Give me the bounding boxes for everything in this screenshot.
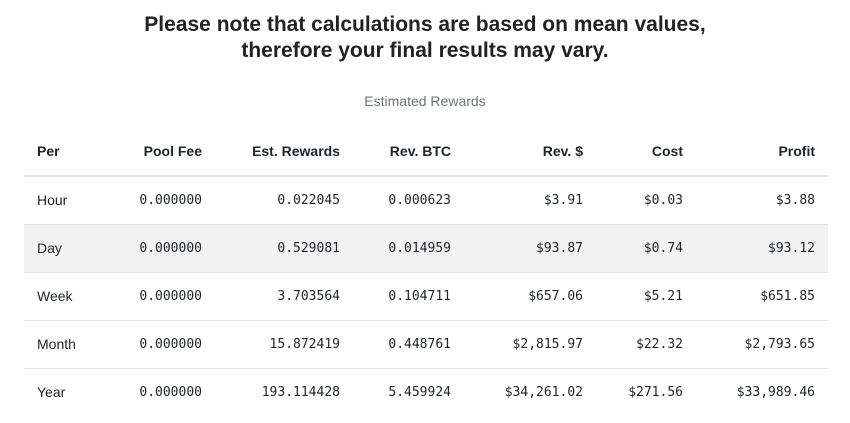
disclaimer-line-2: therefore your final results may vary. bbox=[241, 39, 609, 62]
cell-cost: $271.56 bbox=[596, 367, 696, 416]
cell-cost: $5.21 bbox=[596, 271, 696, 320]
header-est-rewards: Est. Rewards bbox=[215, 126, 353, 177]
cell-per: Hour bbox=[24, 175, 110, 224]
cell-rev-usd: $3.91 bbox=[464, 175, 596, 224]
cell-pool-fee: 0.000000 bbox=[110, 271, 215, 320]
disclaimer-note: Please note that calculations are based … bbox=[0, 12, 850, 64]
cell-rev-btc: 0.000623 bbox=[353, 175, 464, 224]
cell-pool-fee: 0.000000 bbox=[110, 175, 215, 224]
cell-pool-fee: 0.000000 bbox=[110, 319, 215, 368]
table-row: Hour 0.000000 0.022045 0.000623 $3.91 $0.03 $3… bbox=[24, 175, 828, 224]
cell-rev-btc: 0.448761 bbox=[353, 319, 464, 368]
header-profit: Profit bbox=[696, 126, 828, 177]
cell-cost: $0.74 bbox=[596, 223, 696, 272]
cell-rev-usd: $93.87 bbox=[464, 223, 596, 272]
cell-est-rewards: 193.114428 bbox=[215, 367, 353, 416]
cell-pool-fee: 0.000000 bbox=[110, 223, 215, 272]
cell-rev-usd: $34,261.02 bbox=[464, 367, 596, 416]
header-per: Per bbox=[24, 126, 110, 177]
header-pool-fee: Pool Fee bbox=[110, 126, 215, 177]
cell-profit: $3.88 bbox=[696, 175, 828, 224]
cell-profit: $651.85 bbox=[696, 271, 828, 320]
cell-rev-btc: 0.014959 bbox=[353, 223, 464, 272]
table-row: Week 0.000000 3.703564 0.104711 $657.06 $5.21… bbox=[24, 271, 828, 320]
cell-pool-fee: 0.000000 bbox=[110, 367, 215, 416]
table-row: Month 0.000000 15.872419 0.448761 $2,815.97 $… bbox=[24, 319, 828, 368]
cell-est-rewards: 0.529081 bbox=[215, 223, 353, 272]
table-row: Day 0.000000 0.529081 0.014959 $93.87 $0.74 $9… bbox=[24, 223, 828, 272]
rewards-table: Per Pool Fee Est. Rewards Rev. BTC Rev. $ Cos… bbox=[24, 126, 828, 416]
cell-profit: $33,989.46 bbox=[696, 367, 828, 416]
table-row: Year 0.000000 193.114428 5.459924 $34,261.02… bbox=[24, 367, 828, 416]
cell-per: Month bbox=[24, 319, 110, 368]
cell-est-rewards: 0.022045 bbox=[215, 175, 353, 224]
cell-profit: $93.12 bbox=[696, 223, 828, 272]
cell-per: Week bbox=[24, 271, 110, 320]
header-cost: Cost bbox=[596, 126, 696, 177]
table-header-row: Per Pool Fee Est. Rewards Rev. BTC Rev. $ Cos… bbox=[24, 126, 828, 177]
header-rev-btc: Rev. BTC bbox=[353, 126, 464, 177]
cell-per: Day bbox=[24, 223, 110, 272]
cell-cost: $0.03 bbox=[596, 175, 696, 224]
cell-rev-usd: $657.06 bbox=[464, 271, 596, 320]
cell-est-rewards: 3.703564 bbox=[215, 271, 353, 320]
cell-cost: $22.32 bbox=[596, 319, 696, 368]
cell-rev-btc: 5.459924 bbox=[353, 367, 464, 416]
cell-per: Year bbox=[24, 367, 110, 416]
header-rev-usd: Rev. $ bbox=[464, 126, 596, 177]
table-caption: Estimated Rewards bbox=[364, 93, 486, 109]
disclaimer-line-1: Please note that calculations are based … bbox=[144, 13, 706, 36]
cell-rev-btc: 0.104711 bbox=[353, 271, 464, 320]
cell-profit: $2,793.65 bbox=[696, 319, 828, 368]
cell-rev-usd: $2,815.97 bbox=[464, 319, 596, 368]
cell-est-rewards: 15.872419 bbox=[215, 319, 353, 368]
